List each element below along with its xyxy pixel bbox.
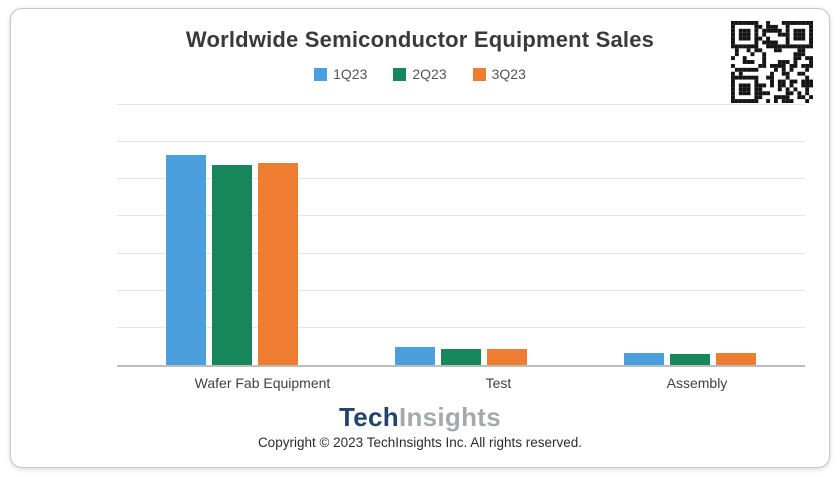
legend-swatch-1q23: [314, 67, 328, 81]
logo-part-insights: Insights: [398, 402, 502, 432]
bar-3q23-test: [486, 349, 527, 365]
x-axis-labels: Wafer Fab Equipment Test Assembly: [117, 375, 805, 395]
bar-1q23-assembly: [624, 353, 665, 365]
bar-group-wafer-fab-equipment: [165, 155, 298, 365]
gridline: [117, 178, 805, 180]
gridline: [117, 104, 805, 105]
qr-code: [729, 19, 815, 105]
x-axis-label-test: Test: [485, 375, 512, 391]
plot-area: [117, 104, 805, 367]
bar-2q23-assembly: [670, 354, 711, 365]
bar-2q23-wafer-fab-equipment: [211, 165, 252, 365]
gridline: [117, 326, 805, 328]
qr-code-image: [731, 21, 813, 103]
bar-group-test: [394, 347, 527, 365]
bar-chart: Wafer Fab Equipment Test Assembly: [117, 104, 805, 395]
bar-groups: [117, 105, 805, 365]
legend-item-1q23: 1Q23: [314, 66, 367, 82]
bar-2q23-test: [440, 349, 481, 365]
legend-item-3q23: 3Q23: [472, 66, 526, 82]
chart-card: Worldwide Semiconductor Equipment Sales …: [10, 8, 830, 468]
logo-part-tech: Tech: [338, 402, 399, 432]
bar-1q23-wafer-fab-equipment: [165, 155, 206, 365]
legend-label-2q23: 2Q23: [412, 66, 447, 82]
bar-group-assembly: [624, 353, 757, 365]
gridline: [117, 215, 805, 217]
x-axis-label-assembly: Assembly: [666, 375, 728, 391]
x-axis-label-wafer-fab-equipment: Wafer Fab Equipment: [194, 375, 331, 391]
copyright-text: Copyright © 2023 TechInsights Inc. All r…: [257, 434, 583, 450]
bar-3q23-assembly: [716, 353, 757, 365]
gridline: [117, 252, 805, 254]
chart-legend: 1Q23 2Q23 3Q23: [11, 65, 829, 83]
legend-item-2q23: 2Q23: [393, 66, 447, 82]
chart-title: Worldwide Semiconductor Equipment Sales: [185, 27, 655, 52]
gridline: [117, 289, 805, 291]
legend-swatch-2q23: [393, 67, 407, 81]
legend-swatch-3q23: [472, 67, 486, 81]
bar-1q23-test: [394, 347, 435, 365]
legend-label-1q23: 1Q23: [333, 66, 368, 82]
gridline: [117, 141, 805, 143]
techinsights-logo: TechInsights: [11, 403, 829, 432]
legend-label-3q23: 3Q23: [491, 66, 526, 82]
bar-3q23-wafer-fab-equipment: [257, 163, 298, 365]
